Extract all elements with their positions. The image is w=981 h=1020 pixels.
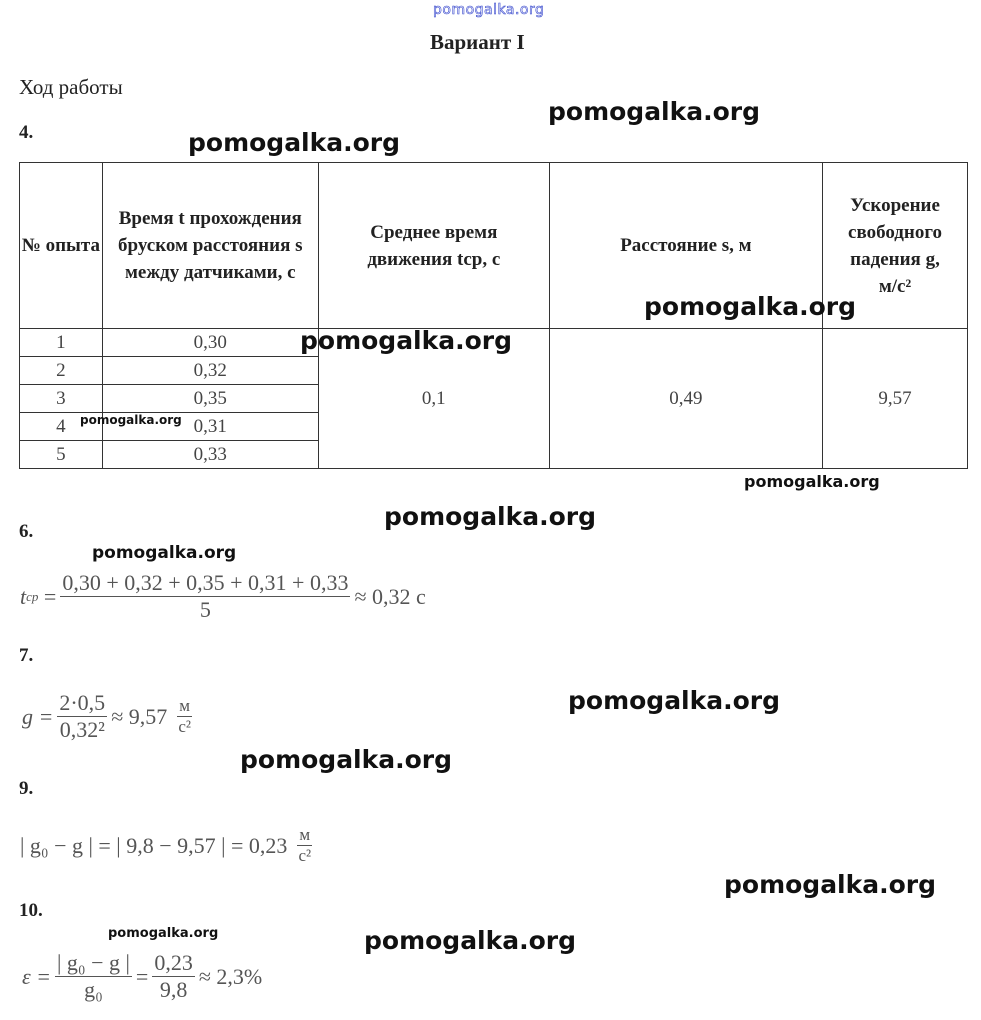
section-4: 4. [19,122,34,143]
formula-result: ≈ 9,57 [111,703,168,729]
formula-expression: | g₀ − g | = | 9,8 − 9,57 | = 0,23 [20,832,288,858]
formula-numerator: 0,30 + 0,32 + 0,35 + 0,31 + 0,33 [60,570,351,597]
watermark: pomogalka.org [548,97,761,126]
watermark: pomogalka.org [92,543,237,563]
formula-denominator: 0,32² [59,717,105,742]
cell-number: 2 [19,356,103,385]
watermark: pomogalka.org [364,926,577,955]
cell-time: 0,32 [101,356,319,385]
unit-denominator: с² [298,846,312,865]
watermark: pomogalka.org [240,745,453,774]
cell-avg-time: 0,1 [317,328,550,469]
watermark: pomogalka.org [300,326,513,355]
section-10: 10. [19,900,43,921]
table-row: 5 0,33 [19,440,968,469]
header-avg-time: Среднее время движения tср, с [317,162,550,329]
formula-numerator-2: 0,23 [152,950,195,977]
formula-average-time: t ср = 0,30 + 0,32 + 0,35 + 0,31 + 0,33 5 … [20,570,426,622]
watermark: pomogalka.org [568,686,781,715]
formula-result: ≈ 2,3% [198,963,263,989]
table-row: 3 0,35 [19,384,968,413]
header-time: Время t прохождения бруском расстояния s… [101,162,319,329]
formula-rel-error: ε = | g₀ − g | g₀ = 0,23 9,8 ≈ 2,3% [22,950,263,1002]
cell-number: 1 [19,328,103,357]
formula-abs-error: | g₀ − g | = | 9,8 − 9,57 | = 0,23 м с² [20,825,316,866]
unit-denominator: с² [178,717,191,736]
header-distance: Расстояние s, м [548,162,824,329]
formula-lhs-sub: ср [26,588,39,604]
section-7: 7. [19,645,34,666]
watermark: pomogalka.org [644,292,857,321]
cell-number: 3 [19,384,103,413]
section-6: 6. [19,521,34,542]
formula-result: ≈ 0,32 с [354,583,426,609]
section-9: 9. [19,778,34,799]
formula-lhs: t [20,583,27,609]
watermark: pomogalka.org [80,413,182,427]
header-number: № опыта [19,162,103,329]
cell-time: 0,35 [101,384,319,413]
unit-numerator: м [297,825,313,846]
formula-numerator: 2·0,5 [57,690,108,717]
unit-numerator: м [177,696,193,717]
watermark: pomogalka.org [433,2,545,19]
formula-denominator-1: g₀ [84,977,103,1002]
formula-denominator-2: 9,8 [159,977,188,1002]
watermark: pomogalka.org [108,926,219,941]
formula-lhs: g = [22,703,54,729]
table-row: 2 0,32 [19,356,968,385]
formula-numerator-1: | g₀ − g | [55,950,132,977]
cell-distance: 0,49 [548,328,824,469]
cell-time: 0,30 [101,328,319,357]
page-title: Вариант I [430,30,525,54]
watermark: pomogalka.org [384,502,597,531]
formula-g: g = 2·0,5 0,32² ≈ 9,57 м с² [22,690,196,743]
table-row: 1 0,30 0,1 0,49 9,57 [19,328,968,469]
watermark: pomogalka.org [744,472,880,491]
header-acceleration: Ускорение свободного падения g, м/с² [822,162,968,329]
formula-lhs: ε = [22,963,52,989]
results-table: № опыта Время t прохождения бруском расс… [19,162,968,469]
watermark: pomogalka.org [188,128,401,157]
cell-acceleration: 9,57 [822,328,968,469]
watermark: pomogalka.org [724,870,937,899]
cell-number: 5 [19,440,103,469]
subtitle: Ход работы [19,75,123,99]
formula-denominator: 5 [199,597,211,622]
cell-time: 0,33 [101,440,319,469]
